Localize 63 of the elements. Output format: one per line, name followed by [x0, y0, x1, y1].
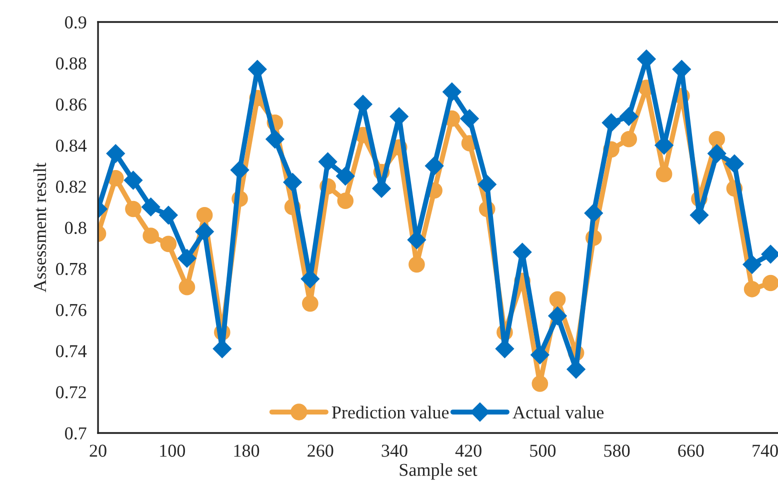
legend-label: Prediction value: [332, 406, 449, 419]
point: [178, 278, 196, 296]
point: [424, 156, 444, 176]
x-tick-label: 580: [604, 444, 630, 457]
point: [230, 160, 250, 180]
point: [125, 200, 142, 218]
point: [532, 376, 548, 392]
point: [656, 166, 672, 182]
point: [178, 248, 196, 268]
legend-label: Actual value: [512, 406, 604, 419]
y-tick-label: 0.82: [56, 180, 86, 193]
x-tick-label: 420: [455, 444, 482, 457]
x-tick-label: 340: [382, 444, 408, 457]
point: [124, 170, 143, 190]
point: [160, 236, 177, 252]
point: [337, 192, 354, 209]
y-tick-label: 0.76: [56, 304, 86, 316]
x-tick-label: 180: [234, 444, 260, 457]
point: [602, 113, 621, 132]
point: [762, 274, 778, 292]
point: [283, 172, 302, 192]
point: [549, 291, 566, 308]
point: [460, 109, 479, 128]
y-tick-label: 0.84: [56, 140, 87, 152]
x-tick-label: 740: [752, 444, 778, 457]
point: [302, 295, 318, 312]
y-tick-label: 0.86: [56, 98, 86, 111]
point: [708, 144, 726, 163]
y-tick-label: 0.88: [56, 57, 86, 70]
point: [442, 82, 462, 102]
y-tick-label: 0.8: [65, 222, 86, 234]
x-tick-label: 260: [308, 444, 334, 457]
point: [725, 154, 744, 174]
point: [744, 281, 760, 298]
point: [584, 204, 604, 222]
point: [619, 107, 638, 126]
point: [266, 130, 284, 149]
point: [106, 144, 125, 163]
point: [318, 152, 338, 172]
point: [708, 130, 726, 148]
y-tick-label: 0.72: [56, 386, 86, 398]
point: [620, 130, 638, 148]
x-tick-label: 660: [678, 444, 704, 457]
point: [530, 346, 550, 364]
y-tick-label: 0.74: [56, 345, 87, 358]
point: [548, 306, 567, 326]
point: [142, 228, 159, 244]
point: [478, 175, 496, 194]
point: [195, 222, 214, 241]
point: [159, 206, 178, 225]
y-tick-label: 0.9: [65, 16, 86, 29]
y-tick-label: 0.78: [56, 262, 86, 276]
x-tick-label: 20: [90, 444, 106, 457]
point: [408, 256, 425, 273]
point: [742, 255, 762, 274]
y-axis-title: Assessment result: [33, 162, 46, 292]
x-axis-title: Sample set: [400, 463, 478, 480]
y-tick-label: 0.7: [65, 427, 86, 440]
x-tick-label: 500: [530, 444, 556, 457]
x-tick-label: 100: [160, 444, 185, 457]
point: [196, 207, 213, 224]
point: [336, 166, 355, 186]
point: [141, 198, 160, 216]
